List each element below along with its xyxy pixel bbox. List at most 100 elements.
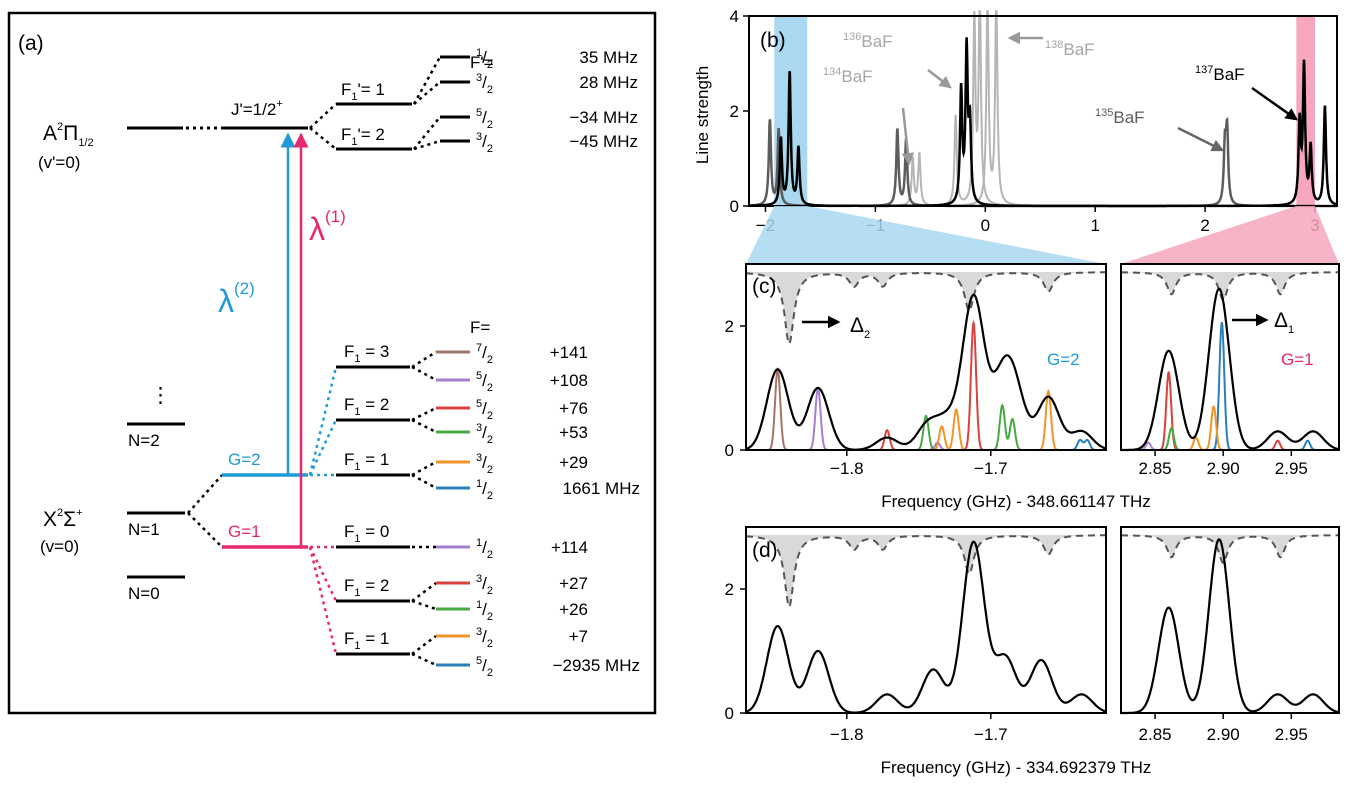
n1-split-down bbox=[187, 512, 223, 548]
isotope-136-label: 136BaF bbox=[843, 31, 893, 51]
absorption-fill bbox=[746, 272, 1106, 344]
panel-b-xtick-label: 1 bbox=[1090, 216, 1099, 235]
excited-hf-f-label: 1/2 bbox=[476, 47, 493, 71]
panel-b-xtick-label: 2 bbox=[1200, 216, 1209, 235]
spectrum-136BaF bbox=[749, 10, 1337, 207]
ground-dots: ⋮ bbox=[150, 384, 171, 407]
ground-hf-shift: +141 bbox=[550, 343, 588, 362]
panel-b-frame bbox=[748, 15, 1338, 207]
panel-d-right-plot bbox=[1121, 534, 1339, 715]
xtick-label: 2.95 bbox=[1275, 725, 1308, 744]
panel-c-left-frame bbox=[745, 263, 1107, 451]
ground-hf-shift: 1661 MHz bbox=[563, 479, 640, 498]
panel-b-ticks: 024−2−10123 bbox=[730, 7, 1320, 235]
ground-hf-connector bbox=[411, 406, 437, 422]
excited-hf-f-label: 3/2 bbox=[476, 131, 493, 155]
panel-b-ytick-label: 2 bbox=[730, 102, 739, 121]
isotope-137-label: 137BaF bbox=[1195, 64, 1245, 84]
ground-f-header: F= bbox=[470, 318, 490, 337]
total-spectrum-line bbox=[1121, 287, 1339, 452]
excited-hf-shift: 28 MHz bbox=[579, 73, 638, 92]
isotope-138-label: 138BaF bbox=[1045, 39, 1095, 59]
xtick-label: 2.95 bbox=[1275, 459, 1308, 478]
panel-d: (d) 0 2 −1.8 −1.7 2.85 2.90 2.95 Frequency (GH… bbox=[725, 526, 1340, 777]
panel-d-right-frame bbox=[1120, 526, 1340, 714]
excited-f1-2-label: F1'= 2 bbox=[341, 125, 385, 148]
panel-a-label: (a) bbox=[18, 32, 44, 55]
xtick-label: −1.8 bbox=[830, 459, 864, 478]
n2-label: N=2 bbox=[128, 431, 160, 450]
spectrum-135BaF bbox=[749, 116, 1337, 208]
ground-hf-f-label: 1/2 bbox=[476, 537, 493, 561]
excited-f-header: F'= bbox=[470, 53, 494, 72]
ground-hf-f-label: 7/2 bbox=[476, 342, 493, 366]
zoom-pink-wedge bbox=[1121, 206, 1339, 264]
ytick-label: 2 bbox=[725, 317, 734, 336]
ground-f1-label: F1 = 2 bbox=[344, 576, 389, 599]
ground-hf-f-label: 5/2 bbox=[476, 398, 493, 422]
ground-f1-group: F1 = 3 F1 = 2 F1 = 1 F1 = 0 F1 = 2 F1 = 1 bbox=[336, 342, 410, 656]
panel-d-xlabel: Frequency (GHz) - 334.692379 THz bbox=[881, 758, 1152, 777]
panel-a: (a) A2Π1/2 (v'=0) J'=1/2+ F1'= 1 F1'= 2 … bbox=[7, 11, 657, 715]
excited-f1-1-label: F1'= 1 bbox=[341, 80, 385, 103]
ytick-label: 0 bbox=[725, 704, 734, 723]
excited-hf-f-label: 5/2 bbox=[476, 107, 493, 131]
ground-hf-connector bbox=[411, 652, 437, 667]
excited-hf-shift: −45 MHz bbox=[570, 132, 639, 151]
ground-hf-shift: +26 bbox=[559, 600, 588, 619]
xtick-label: −1.8 bbox=[830, 725, 864, 744]
panel-c-g2-label: G=2 bbox=[1047, 350, 1080, 369]
delta2-label: Δ2 bbox=[850, 314, 870, 341]
component-F-1-2 bbox=[1121, 322, 1339, 451]
excited-hf-connector bbox=[413, 116, 441, 150]
ground-hf-f-label: 1/2 bbox=[476, 478, 493, 502]
panel-d-left-frame bbox=[745, 526, 1107, 714]
excited-hf-shift: 35 MHz bbox=[579, 48, 638, 67]
ground-hf-f-label: 5/2 bbox=[476, 370, 493, 394]
panel-b-ylabel: Line strength bbox=[693, 66, 712, 164]
xtick-label: 2.90 bbox=[1207, 725, 1240, 744]
panel-b: (b) Line strength 024−2−10123 136BaF 138… bbox=[693, 7, 1339, 264]
isotope-134-arrow bbox=[901, 107, 915, 166]
panel-b-spectra bbox=[749, 10, 1337, 208]
absorption-dashed-line bbox=[1121, 534, 1339, 564]
ground-hf-f-label: 3/2 bbox=[476, 422, 493, 446]
j-level-label: J'=1/2+ bbox=[231, 98, 283, 119]
ground-hf-shift: −2935 MHz bbox=[553, 656, 640, 675]
delta1-label: Δ1 bbox=[1274, 309, 1294, 336]
g1-label: G=1 bbox=[228, 522, 261, 541]
n1-split-up bbox=[187, 474, 223, 514]
ground-hf-shift: +27 bbox=[559, 574, 588, 593]
ground-f1-label: F1 = 3 bbox=[344, 342, 389, 365]
ytick-label: 2 bbox=[725, 580, 734, 599]
ground-hf-shift: +29 bbox=[559, 453, 588, 472]
ground-f1-label: F1 = 1 bbox=[344, 450, 389, 473]
panel-c-right-frame bbox=[1120, 263, 1340, 451]
spectrum-134BaF bbox=[749, 151, 1337, 207]
g1-split-1 bbox=[308, 546, 338, 655]
excited-split-up bbox=[309, 103, 337, 129]
ground-hf-connector bbox=[411, 582, 437, 602]
panel-d-left-plot bbox=[745, 534, 1107, 714]
panel-b-label: (b) bbox=[760, 29, 786, 52]
excited-hyperfine-group: 1/2 35 MHz 3/2 28 MHz 5/2 −34 MHz 3/2 −45 MHz bbox=[412, 47, 639, 155]
ground-hf-f-label: 3/2 bbox=[476, 573, 493, 597]
isotope-136-arrow bbox=[927, 69, 952, 89]
panel-c-ticks: 0 2 −1.8 −1.7 2.85 2.90 2.95 bbox=[725, 317, 1308, 478]
ground-f1-label: F1 = 2 bbox=[344, 395, 389, 418]
excited-hf-connector bbox=[413, 139, 441, 151]
total-spectrum-line bbox=[1121, 538, 1339, 715]
excited-hf-f-label: 3/2 bbox=[476, 72, 493, 96]
panel-b-ytick-label: 0 bbox=[730, 197, 739, 216]
excited-hf-connector bbox=[412, 56, 442, 105]
ground-hf-shift: +108 bbox=[550, 371, 588, 390]
g2-label: G=2 bbox=[228, 450, 261, 469]
panel-b-xtick-label: 0 bbox=[981, 216, 990, 235]
ground-hf-connector bbox=[411, 599, 437, 611]
panel-b-ytick-label: 4 bbox=[730, 7, 739, 26]
absorption-fill bbox=[1121, 272, 1339, 300]
isotope-135-label: 135BaF bbox=[1095, 107, 1145, 127]
absorption-dashed-line bbox=[745, 271, 1106, 346]
excited-vib-label: (v'=0) bbox=[38, 153, 80, 172]
n1-label: N=1 bbox=[128, 520, 160, 539]
